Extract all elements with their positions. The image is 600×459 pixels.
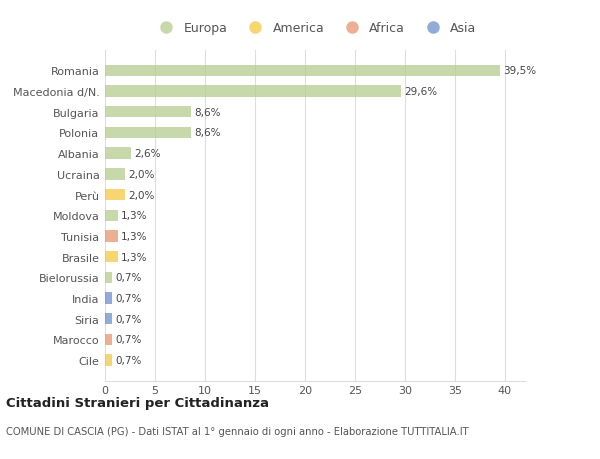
Text: 39,5%: 39,5% (503, 66, 536, 76)
Text: 1,3%: 1,3% (121, 231, 148, 241)
Bar (105, 128, 191, 139)
Text: 0,7%: 0,7% (115, 293, 142, 303)
Bar (105, 313, 112, 325)
Text: 2,6%: 2,6% (134, 149, 161, 159)
Text: 29,6%: 29,6% (404, 87, 437, 97)
Bar (105, 86, 401, 97)
Bar (105, 169, 125, 180)
Text: 1,3%: 1,3% (121, 211, 148, 221)
Text: 8,6%: 8,6% (194, 107, 221, 118)
Bar (105, 210, 118, 221)
Bar (105, 355, 112, 366)
Text: 0,7%: 0,7% (115, 355, 142, 365)
Bar (105, 272, 112, 283)
Bar (105, 107, 191, 118)
Bar (105, 66, 500, 77)
Text: COMUNE DI CASCIA (PG) - Dati ISTAT al 1° gennaio di ogni anno - Elaborazione TUT: COMUNE DI CASCIA (PG) - Dati ISTAT al 1°… (6, 426, 469, 436)
Text: 0,7%: 0,7% (115, 273, 142, 283)
Text: 2,0%: 2,0% (128, 190, 154, 200)
Text: 1,3%: 1,3% (121, 252, 148, 262)
Bar (105, 148, 131, 159)
Text: 0,7%: 0,7% (115, 335, 142, 345)
Text: 8,6%: 8,6% (194, 128, 221, 138)
Bar (105, 231, 118, 242)
Legend: Europa, America, Africa, Asia: Europa, America, Africa, Asia (151, 20, 479, 38)
Text: Cittadini Stranieri per Cittadinanza: Cittadini Stranieri per Cittadinanza (6, 396, 269, 409)
Bar (105, 252, 118, 263)
Text: 0,7%: 0,7% (115, 314, 142, 324)
Bar (105, 293, 112, 304)
Bar (105, 334, 112, 345)
Bar (105, 190, 125, 201)
Text: 2,0%: 2,0% (128, 169, 154, 179)
